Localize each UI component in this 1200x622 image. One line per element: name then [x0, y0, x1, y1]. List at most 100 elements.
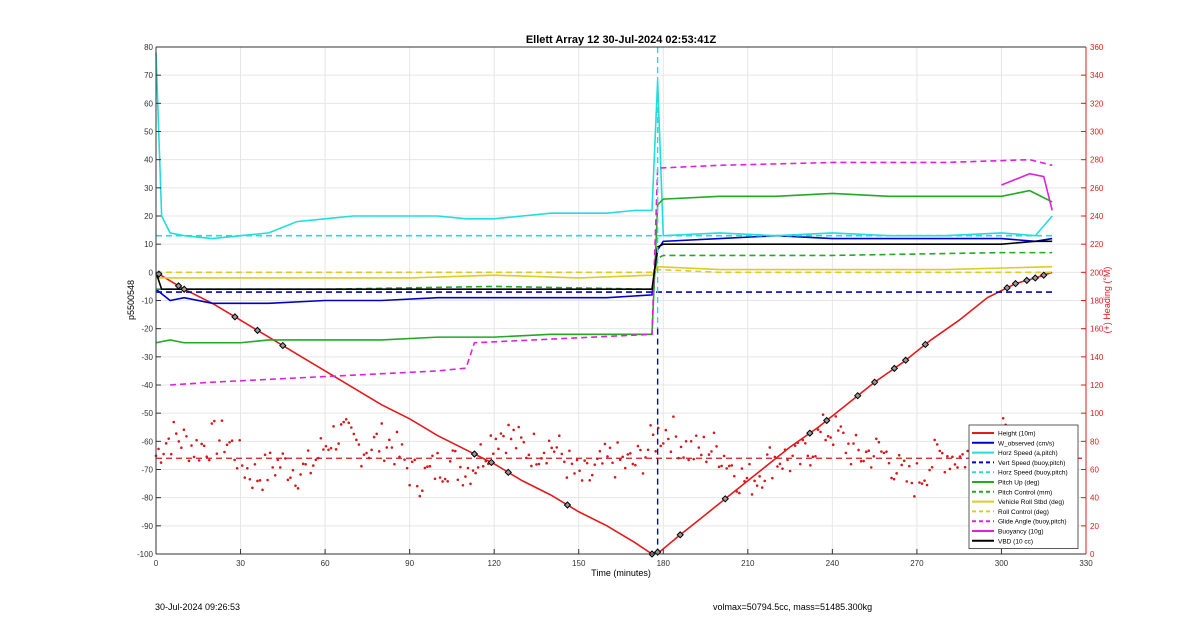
- heading-point: [537, 462, 541, 466]
- heading-point: [243, 476, 247, 479]
- heading-point: [492, 452, 495, 456]
- y-tick-label: -40: [141, 381, 153, 390]
- heading-point: [278, 466, 282, 469]
- heading-point: [365, 451, 368, 455]
- dive-marker: [504, 468, 512, 477]
- heading-point: [930, 465, 934, 469]
- heading-point: [342, 420, 345, 424]
- dive-marker: [253, 326, 262, 335]
- heading-point: [522, 440, 526, 444]
- heading-point: [438, 476, 442, 479]
- heading-point: [948, 467, 952, 471]
- heading-point: [550, 446, 553, 450]
- heading-point: [263, 453, 267, 457]
- y2-tick-label: 340: [1090, 71, 1104, 80]
- heading-point: [398, 455, 401, 459]
- heading-point: [453, 449, 457, 453]
- heading-point: [902, 459, 906, 463]
- y-tick-label: 0: [149, 268, 154, 277]
- x-tick-label: 0: [154, 559, 159, 568]
- heading-point: [451, 449, 455, 452]
- y-tick-label: 50: [144, 128, 153, 137]
- heading-point: [322, 448, 325, 451]
- heading-point: [557, 434, 561, 437]
- heading-point: [471, 469, 475, 472]
- heading-point: [532, 432, 536, 436]
- series-line-5: [155, 189, 1053, 344]
- heading-point: [768, 446, 772, 449]
- heading-point: [915, 461, 919, 465]
- heading-point: [573, 472, 576, 475]
- heading-point: [334, 448, 338, 451]
- y2-tick-label: 300: [1090, 128, 1104, 137]
- heading-point: [844, 451, 848, 455]
- heading-point: [788, 469, 792, 473]
- y2-axis-label: (+) Heading (°M): [1102, 267, 1112, 334]
- heading-point: [804, 442, 807, 445]
- heading-point: [311, 464, 315, 467]
- series-line-11: [155, 240, 1053, 291]
- heading-point: [961, 452, 964, 456]
- heading-point: [164, 442, 168, 445]
- legend-label: Horz Speed (buoy,pitch): [998, 470, 1068, 477]
- heading-point: [433, 477, 437, 481]
- heading-point: [370, 448, 373, 452]
- y-tick-label: 70: [144, 71, 153, 80]
- legend-label: Pitch Up (deg): [998, 480, 1040, 487]
- dive-marker: [901, 356, 910, 364]
- x-tick-label: 120: [488, 559, 502, 568]
- heading-point: [1001, 417, 1005, 420]
- heading-point: [504, 451, 508, 455]
- heading-point: [608, 446, 612, 450]
- heading-point: [634, 463, 637, 467]
- y-axis-label: p5500548: [126, 280, 136, 320]
- heading-point: [210, 422, 214, 425]
- series-line-9: [170, 158, 1053, 386]
- y2-tick-label: 140: [1090, 353, 1104, 362]
- heading-point: [195, 438, 198, 442]
- heading-point: [963, 465, 967, 469]
- series-line-1: [155, 234, 1053, 305]
- heading-point: [535, 463, 538, 466]
- y-tick-label: -50: [141, 409, 153, 418]
- y-tick-label: 10: [144, 240, 153, 249]
- legend-label: Vehicle Roll Stbd (deg): [998, 499, 1064, 506]
- y-tick-label: 80: [144, 43, 153, 52]
- heading-point: [502, 434, 505, 438]
- heading-point: [388, 438, 391, 442]
- heading-point: [725, 467, 728, 470]
- series-line-7: [156, 265, 1053, 279]
- heading-point: [910, 481, 914, 485]
- heading-point: [443, 477, 447, 481]
- heading-point: [740, 467, 744, 470]
- x-tick-label: 150: [572, 559, 586, 568]
- heading-point: [377, 450, 381, 453]
- heading-point: [940, 451, 944, 455]
- dive-marker: [279, 341, 287, 350]
- heading-point: [575, 458, 579, 462]
- heading-point: [494, 437, 498, 441]
- heading-point: [763, 479, 767, 483]
- dive-marker: [1011, 279, 1020, 288]
- heading-point: [869, 466, 873, 469]
- heading-point: [355, 438, 358, 442]
- heading-point: [474, 471, 477, 475]
- heading-point: [169, 452, 173, 456]
- heading-point: [190, 444, 193, 447]
- heading-point: [418, 494, 422, 498]
- heading-point: [294, 484, 297, 487]
- x-tick-label: 270: [910, 559, 924, 568]
- heading-point: [956, 466, 959, 469]
- heading-point: [781, 467, 784, 470]
- heading-point: [157, 447, 160, 451]
- heading-point: [819, 430, 822, 434]
- x-tick-label: 210: [741, 559, 755, 568]
- dive-markers: [155, 270, 1048, 558]
- heading-point: [512, 428, 515, 432]
- heading-point: [464, 475, 467, 478]
- heading-point: [623, 466, 627, 470]
- heading-point: [626, 453, 630, 456]
- heading-point: [428, 464, 432, 468]
- heading-point: [547, 439, 551, 443]
- heading-point: [319, 436, 323, 440]
